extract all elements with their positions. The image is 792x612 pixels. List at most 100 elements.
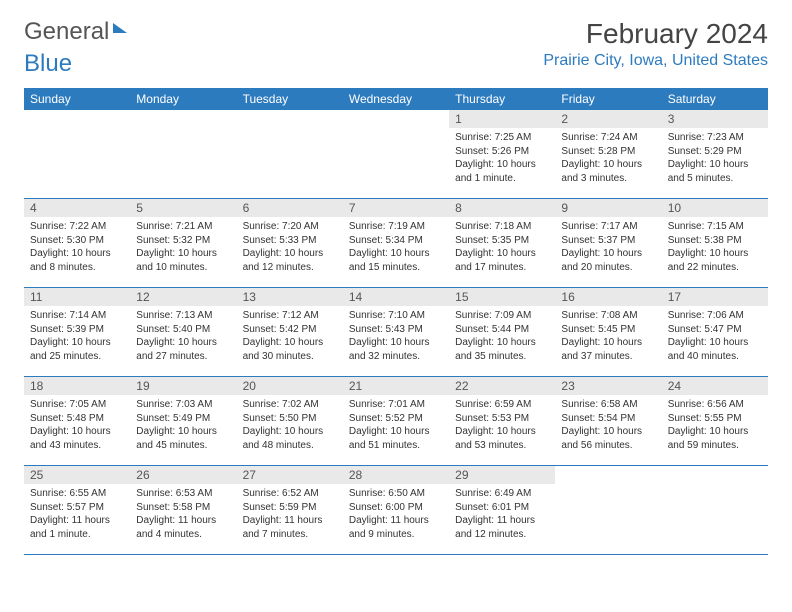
day-details: Sunrise: 6:52 AMSunset: 5:59 PMDaylight:… (237, 484, 343, 544)
daylight-text: Daylight: 10 hours and 45 minutes. (136, 425, 230, 452)
day-details: Sunrise: 6:56 AMSunset: 5:55 PMDaylight:… (662, 395, 768, 455)
daylight-text: Daylight: 10 hours and 59 minutes. (668, 425, 762, 452)
day-cell: 14Sunrise: 7:10 AMSunset: 5:43 PMDayligh… (343, 288, 449, 376)
daylight-text: Daylight: 10 hours and 27 minutes. (136, 336, 230, 363)
daylight-text: Daylight: 10 hours and 30 minutes. (243, 336, 337, 363)
sunset-text: Sunset: 5:48 PM (30, 412, 124, 426)
day-details: Sunrise: 7:12 AMSunset: 5:42 PMDaylight:… (237, 306, 343, 366)
sunset-text: Sunset: 5:54 PM (561, 412, 655, 426)
day-cell: 28Sunrise: 6:50 AMSunset: 6:00 PMDayligh… (343, 466, 449, 554)
day-details: Sunrise: 7:02 AMSunset: 5:50 PMDaylight:… (237, 395, 343, 455)
sunrise-text: Sunrise: 7:24 AM (561, 131, 655, 145)
day-cell (24, 110, 130, 198)
title-block: February 2024 Prairie City, Iowa, United… (543, 18, 768, 70)
daylight-text: Daylight: 10 hours and 35 minutes. (455, 336, 549, 363)
day-cell: 13Sunrise: 7:12 AMSunset: 5:42 PMDayligh… (237, 288, 343, 376)
day-cell (343, 110, 449, 198)
day-number: 1 (449, 110, 555, 128)
calendar: Sunday Monday Tuesday Wednesday Thursday… (24, 88, 768, 555)
day-details: Sunrise: 6:59 AMSunset: 5:53 PMDaylight:… (449, 395, 555, 455)
sunrise-text: Sunrise: 7:06 AM (668, 309, 762, 323)
logo-part2: Blue (24, 50, 72, 78)
sunrise-text: Sunrise: 7:10 AM (349, 309, 443, 323)
weekday-label: Monday (130, 88, 236, 110)
sunset-text: Sunset: 5:59 PM (243, 501, 337, 515)
sunrise-text: Sunrise: 7:08 AM (561, 309, 655, 323)
daylight-text: Daylight: 11 hours and 4 minutes. (136, 514, 230, 541)
day-details: Sunrise: 6:53 AMSunset: 5:58 PMDaylight:… (130, 484, 236, 544)
week-row: 25Sunrise: 6:55 AMSunset: 5:57 PMDayligh… (24, 466, 768, 555)
day-number: 15 (449, 288, 555, 306)
sunset-text: Sunset: 5:39 PM (30, 323, 124, 337)
daylight-text: Daylight: 10 hours and 12 minutes. (243, 247, 337, 274)
sunrise-text: Sunrise: 7:23 AM (668, 131, 762, 145)
day-details: Sunrise: 7:20 AMSunset: 5:33 PMDaylight:… (237, 217, 343, 277)
sunrise-text: Sunrise: 7:02 AM (243, 398, 337, 412)
day-number: 26 (130, 466, 236, 484)
sunset-text: Sunset: 5:42 PM (243, 323, 337, 337)
day-cell: 2Sunrise: 7:24 AMSunset: 5:28 PMDaylight… (555, 110, 661, 198)
daylight-text: Daylight: 10 hours and 8 minutes. (30, 247, 124, 274)
day-number: 17 (662, 288, 768, 306)
sunset-text: Sunset: 5:53 PM (455, 412, 549, 426)
weekday-label: Friday (555, 88, 661, 110)
sunset-text: Sunset: 5:38 PM (668, 234, 762, 248)
week-row: 18 Sunrise: 7:05 AMSunset: 5:48 PM Dayligh… (24, 377, 768, 466)
day-cell: 6Sunrise: 7:20 AMSunset: 5:33 PMDaylight… (237, 199, 343, 287)
sunrise-text: Sunrise: 7:22 AM (30, 220, 124, 234)
sunset-text: Sunset: 5:52 PM (349, 412, 443, 426)
day-number: 7 (343, 199, 449, 217)
daylight-text: Daylight: 10 hours and 40 minutes. (668, 336, 762, 363)
daylight-text: Daylight: 10 hours and 25 minutes. (30, 336, 124, 363)
day-cell: 27Sunrise: 6:52 AMSunset: 5:59 PMDayligh… (237, 466, 343, 554)
daylight-text: Daylight: 10 hours and 15 minutes. (349, 247, 443, 274)
weekday-label: Tuesday (237, 88, 343, 110)
day-cell (130, 110, 236, 198)
sunset-text: Sunset: 5:32 PM (136, 234, 230, 248)
day-number: 27 (237, 466, 343, 484)
day-number: 18 (24, 377, 130, 395)
day-cell: 5Sunrise: 7:21 AMSunset: 5:32 PMDaylight… (130, 199, 236, 287)
sunrise-text: Sunrise: 7:13 AM (136, 309, 230, 323)
day-number: 16 (555, 288, 661, 306)
day-cell: 29Sunrise: 6:49 AMSunset: 6:01 PMDayligh… (449, 466, 555, 554)
sunrise-text: Sunrise: 7:20 AM (243, 220, 337, 234)
sunrise-text: Sunrise: 7:01 AM (349, 398, 443, 412)
day-cell: 1Sunrise: 7:25 AMSunset: 5:26 PMDaylight… (449, 110, 555, 198)
sunset-text: Sunset: 5:49 PM (136, 412, 230, 426)
day-details: Sunrise: 7:10 AMSunset: 5:43 PMDaylight:… (343, 306, 449, 366)
day-number: 9 (555, 199, 661, 217)
sunset-text: Sunset: 5:26 PM (455, 145, 549, 159)
day-number: 6 (237, 199, 343, 217)
day-details: Sunrise: 6:50 AMSunset: 6:00 PMDaylight:… (343, 484, 449, 544)
sunrise-text: Sunrise: 7:05 AM (30, 398, 124, 412)
day-details: Sunrise: 7:15 AMSunset: 5:38 PMDaylight:… (662, 217, 768, 277)
daylight-text: Daylight: 11 hours and 1 minute. (30, 514, 124, 541)
sunrise-text: Sunrise: 7:21 AM (136, 220, 230, 234)
day-details: Sunrise: 7:06 AMSunset: 5:47 PMDaylight:… (662, 306, 768, 366)
weekday-label: Sunday (24, 88, 130, 110)
day-number: 19 (130, 377, 236, 395)
sunset-text: Sunset: 5:57 PM (30, 501, 124, 515)
sunrise-text: Sunrise: 6:53 AM (136, 487, 230, 501)
day-details: Sunrise: 7:09 AMSunset: 5:44 PMDaylight:… (449, 306, 555, 366)
day-number: 12 (130, 288, 236, 306)
daylight-text: Daylight: 10 hours and 22 minutes. (668, 247, 762, 274)
day-details: Sunrise: 7:18 AMSunset: 5:35 PMDaylight:… (449, 217, 555, 277)
day-cell: 25Sunrise: 6:55 AMSunset: 5:57 PMDayligh… (24, 466, 130, 554)
sunrise-text: Sunrise: 7:19 AM (349, 220, 443, 234)
day-cell: 19Sunrise: 7:03 AMSunset: 5:49 PMDayligh… (130, 377, 236, 465)
day-details: Sunrise: 7:03 AMSunset: 5:49 PMDaylight:… (130, 395, 236, 455)
day-number: 28 (343, 466, 449, 484)
day-number: 10 (662, 199, 768, 217)
sunrise-text: Sunrise: 6:52 AM (243, 487, 337, 501)
day-number: 21 (343, 377, 449, 395)
sunset-text: Sunset: 5:29 PM (668, 145, 762, 159)
daylight-text: Daylight: 10 hours and 51 minutes. (349, 425, 443, 452)
day-number: 23 (555, 377, 661, 395)
sunset-text: Sunset: 5:44 PM (455, 323, 549, 337)
day-details: Sunrise: 6:55 AMSunset: 5:57 PMDaylight:… (24, 484, 130, 544)
sunrise-text: Sunrise: 7:09 AM (455, 309, 549, 323)
day-cell: 7Sunrise: 7:19 AMSunset: 5:34 PMDaylight… (343, 199, 449, 287)
day-details: Sunrise: 7:23 AMSunset: 5:29 PMDaylight:… (662, 128, 768, 188)
